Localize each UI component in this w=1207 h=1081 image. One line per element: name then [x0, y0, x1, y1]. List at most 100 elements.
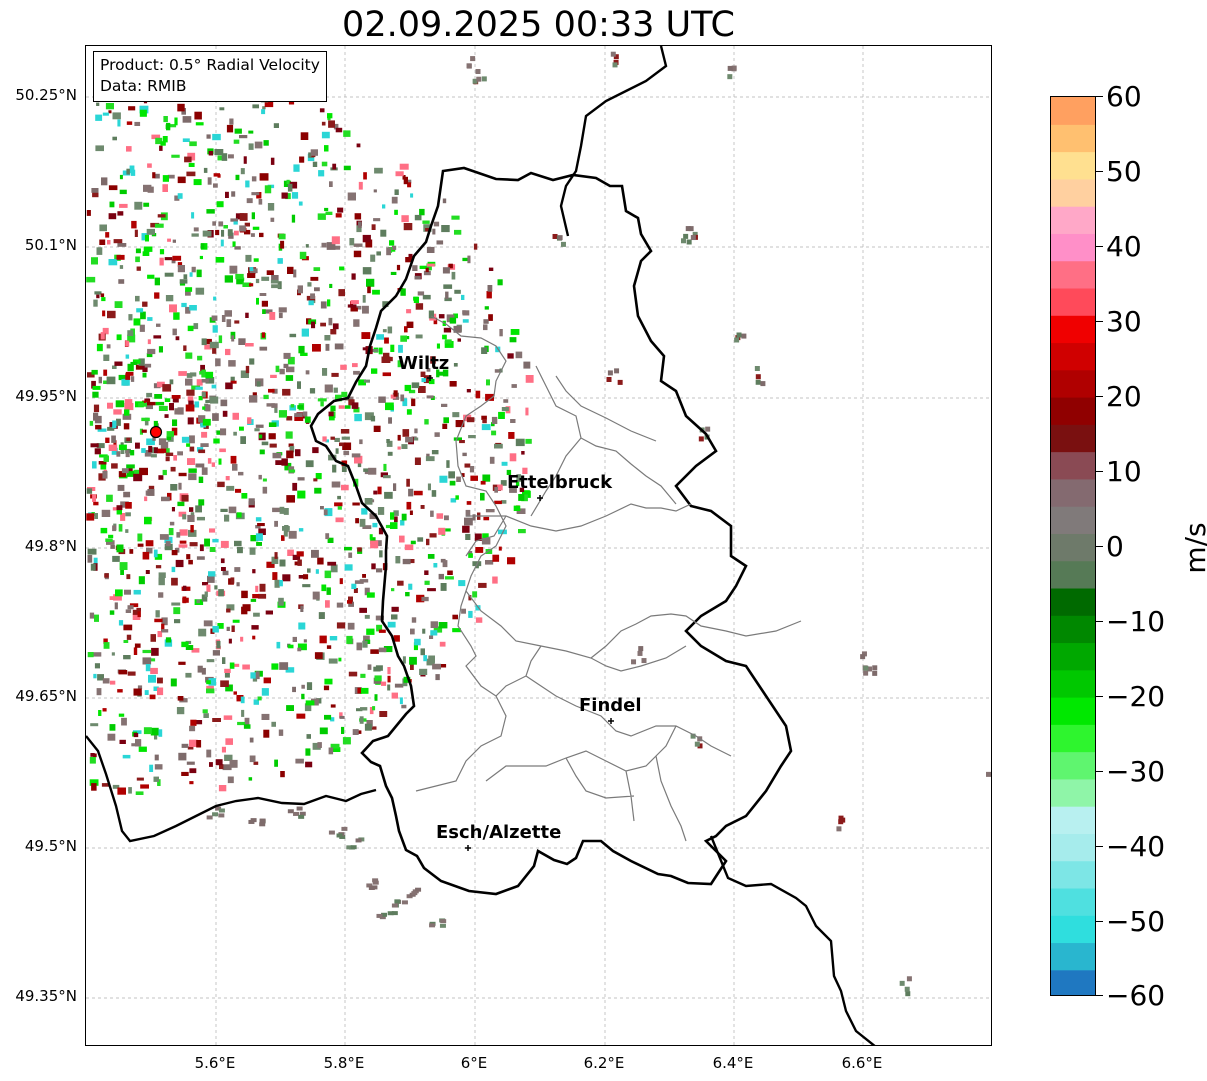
radar-pixel: [484, 306, 489, 310]
radar-pixel: [183, 274, 188, 280]
radar-pixel: [348, 596, 353, 604]
radar-pixel: [231, 335, 235, 342]
radar-pixel: [262, 106, 266, 110]
radar-pixel: [280, 771, 285, 778]
radar-pixel: [328, 120, 335, 128]
radar-pixel: [277, 258, 283, 264]
radar-pixel: [398, 344, 403, 353]
radar-pixel: [212, 413, 219, 421]
radar-pixel: [164, 414, 169, 418]
radar-pixel: [314, 487, 322, 494]
radar-pixel: [286, 705, 294, 711]
radar-pixel: [328, 658, 338, 664]
colorbar-tick-label: 50: [1106, 155, 1142, 188]
radar-pixel: [348, 601, 354, 607]
radar-pixel: [426, 263, 432, 271]
radar-pixel: [125, 502, 132, 509]
radar-pixel: [94, 513, 98, 519]
radar-pixel: [92, 461, 97, 469]
radar-pixel: [130, 376, 135, 382]
radar-pixel: [448, 263, 453, 269]
radar-pixel: [114, 602, 118, 610]
radar-pixel: [239, 225, 246, 232]
radar-pixel: [245, 312, 249, 318]
colorbar-tick: [1096, 546, 1103, 547]
radar-pixel: [453, 325, 462, 333]
radar-pixel: [754, 366, 760, 372]
radar-pixel: [234, 230, 239, 236]
radar-pixel: [101, 297, 106, 302]
radar-pixel: [370, 726, 377, 730]
radar-pixel: [482, 474, 491, 482]
radar-pixel: [139, 467, 148, 476]
radar-pixel: [270, 374, 277, 378]
radar-pixel: [174, 195, 180, 201]
radar-pixel: [147, 339, 151, 345]
radar-pixel: [194, 401, 200, 408]
radar-pixel: [213, 173, 220, 177]
radar-pixel: [188, 162, 195, 167]
radar-pixel: [145, 664, 151, 672]
radar-pixel: [215, 257, 225, 263]
radar-pixel: [115, 589, 123, 597]
radar-pixel: [96, 247, 103, 255]
radar-pixel: [409, 656, 417, 665]
radar-pixel: [354, 455, 363, 464]
radar-pixel: [126, 121, 133, 125]
radar-pixel: [487, 285, 493, 292]
radar-pixel: [383, 475, 391, 479]
radar-pixel: [212, 325, 218, 333]
radar-pixel: [160, 141, 166, 146]
radar-pixel: [146, 352, 153, 358]
radar-pixel: [164, 257, 173, 261]
radar-pixel: [283, 530, 288, 537]
radar-pixel: [409, 437, 419, 441]
radar-pixel: [236, 582, 240, 587]
radar-pixel: [93, 501, 99, 506]
radar-pixel: [188, 559, 193, 565]
radar-pixel: [406, 501, 412, 510]
radar-pixel: [274, 407, 278, 413]
radar-pixel: [121, 379, 130, 386]
radar-pixel: [420, 505, 425, 509]
radar-map[interactable]: Wiltz Ettelbruck Findel Esch/Alzette: [85, 45, 992, 1046]
radar-pixel: [135, 248, 141, 254]
radar-pixel: [369, 707, 374, 715]
radar-pixel: [353, 370, 360, 375]
radar-pixel: [132, 359, 141, 364]
radar-pixel: [404, 326, 408, 333]
radar-pixel: [288, 469, 296, 473]
radar-pixel: [481, 424, 491, 431]
radar-pixel: [136, 607, 141, 612]
country-border-line: [559, 46, 668, 237]
radar-pixel: [194, 111, 202, 120]
colorbar-tick-label: −60: [1106, 979, 1166, 1012]
colorbar-swatch: [1051, 342, 1095, 371]
radar-pixel: [250, 598, 257, 602]
radar-pixel: [193, 323, 199, 330]
radar-pixel: [310, 149, 318, 156]
radar-pixel: [351, 402, 359, 409]
city-marker: [537, 495, 543, 501]
radar-pixel: [300, 352, 308, 356]
radar-pixel: [205, 404, 211, 412]
radar-pixel: [406, 309, 412, 314]
radar-pixel: [170, 124, 177, 128]
radar-pixel: [335, 213, 342, 218]
radar-pixel: [337, 495, 341, 500]
radar-pixel: [426, 246, 435, 253]
radar-pixel: [86, 276, 96, 283]
radar-pixel: [186, 171, 196, 177]
radar-pixel: [341, 391, 348, 398]
radar-pixel: [507, 353, 514, 359]
radar-pixel: [613, 54, 619, 60]
radar-pixel: [271, 284, 280, 289]
radar-pixel: [288, 644, 294, 649]
radar-pixel: [362, 234, 371, 243]
radar-pixel: [386, 247, 391, 256]
radar-pixel: [455, 495, 459, 500]
radar-pixel: [397, 360, 401, 368]
radar-pixel: [100, 464, 107, 470]
radar-pixel: [498, 411, 505, 419]
radar-pixel: [370, 415, 376, 422]
